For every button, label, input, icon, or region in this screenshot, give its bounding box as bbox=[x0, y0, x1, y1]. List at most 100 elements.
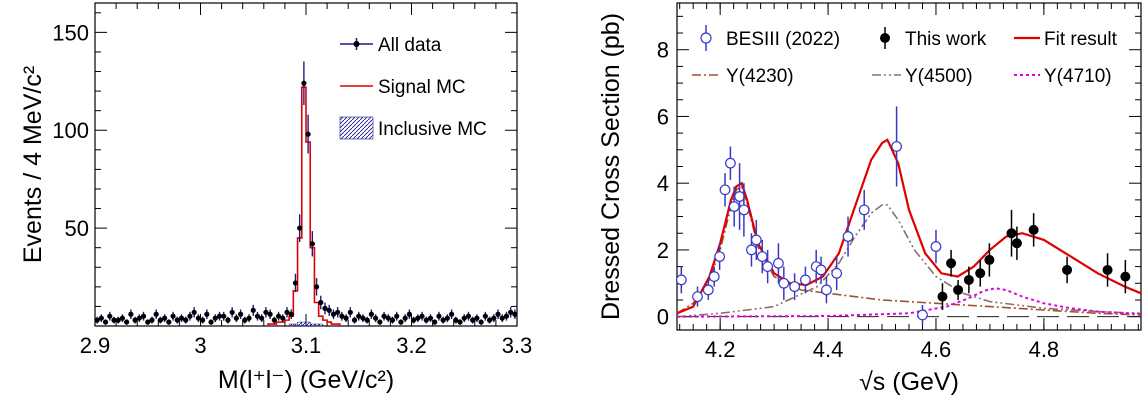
data-point bbox=[170, 313, 176, 319]
data-point bbox=[364, 317, 370, 323]
data-point bbox=[351, 317, 358, 323]
y-tick-label: 2 bbox=[657, 238, 669, 263]
this-work-point bbox=[1062, 264, 1073, 275]
data-point bbox=[204, 311, 210, 317]
data-point bbox=[512, 311, 518, 317]
data-point bbox=[330, 311, 337, 317]
besiii-point bbox=[858, 204, 870, 216]
signal-mc-histogram bbox=[267, 86, 341, 326]
besiii-point bbox=[746, 244, 757, 256]
data-point bbox=[216, 313, 223, 319]
legend-besiii-marker bbox=[700, 32, 712, 44]
data-point bbox=[200, 317, 206, 323]
data-point bbox=[246, 315, 252, 321]
x-tick-label: 4.6 bbox=[921, 337, 952, 362]
data-point bbox=[119, 315, 126, 321]
besiii-point bbox=[778, 277, 790, 289]
this-work-point bbox=[963, 274, 974, 285]
besiii-point bbox=[675, 274, 687, 286]
data-point bbox=[284, 309, 290, 315]
this-work-point bbox=[937, 291, 948, 302]
data-point bbox=[453, 317, 459, 323]
plot-frame bbox=[676, 2, 1142, 331]
legend-y4500-label: Y(4500) bbox=[905, 66, 973, 87]
this-work-point bbox=[953, 284, 964, 295]
data-point bbox=[491, 315, 497, 321]
data-point bbox=[343, 315, 349, 321]
legend-this-work-label: This work bbox=[905, 29, 987, 50]
besiii-point bbox=[789, 281, 801, 293]
besiii-point bbox=[821, 284, 832, 296]
data-point bbox=[394, 313, 400, 319]
inclusive-mc-bin bbox=[301, 321, 307, 327]
inclusive-mc-bin bbox=[305, 321, 311, 327]
x-tick-label: 3.3 bbox=[502, 333, 533, 358]
inclusive-mc-bin bbox=[297, 321, 303, 327]
data-point bbox=[326, 307, 332, 313]
data-point bbox=[322, 305, 328, 311]
data-point bbox=[140, 313, 147, 319]
y-tick-label: 0 bbox=[657, 305, 669, 330]
y-axis-label: Events / 4 MeV/c² bbox=[19, 66, 47, 263]
data-point bbox=[242, 317, 248, 323]
data-point bbox=[415, 315, 421, 321]
legend-signal-mc-label: Signal MC bbox=[378, 77, 466, 98]
legend-inclusive-mc-swatch bbox=[339, 116, 374, 140]
data-point bbox=[267, 311, 273, 317]
data-point bbox=[237, 311, 244, 317]
this-work-point bbox=[1006, 228, 1017, 239]
data-point bbox=[115, 317, 121, 323]
data-point bbox=[495, 311, 501, 317]
x-axis-label: M(l⁺l⁻) (GeV/c²) bbox=[218, 366, 394, 394]
data-point bbox=[482, 313, 488, 319]
data-point bbox=[124, 319, 130, 325]
besiii-point bbox=[714, 251, 726, 262]
data-point bbox=[318, 299, 324, 306]
this-work-point bbox=[984, 254, 995, 265]
legend-y4710-label: Y(4710) bbox=[1044, 66, 1112, 87]
data-point bbox=[335, 309, 341, 315]
data-point bbox=[162, 315, 168, 321]
this-work-point bbox=[1028, 224, 1039, 235]
legend-fit-result-label: Fit result bbox=[1044, 29, 1118, 50]
data-point bbox=[208, 319, 214, 325]
inclusive-mc-bin bbox=[318, 323, 324, 327]
y-tick-label: 6 bbox=[657, 104, 669, 129]
besiii-point bbox=[719, 184, 731, 196]
y-tick-label: 150 bbox=[52, 20, 89, 45]
y-tick-label: 8 bbox=[657, 38, 669, 63]
left-histogram-panel: 2.9 3 3.1 3.2 3.3 50 100 150 M(l⁺l⁻) (GeV/c²) Eve… bbox=[19, 2, 533, 394]
data-point bbox=[292, 280, 299, 286]
besiii-point bbox=[930, 241, 942, 252]
data-point bbox=[448, 311, 455, 317]
data-point bbox=[305, 131, 311, 137]
data-point bbox=[474, 315, 480, 321]
data-point bbox=[444, 315, 450, 321]
inclusive-mc-bin bbox=[309, 323, 315, 327]
data-point bbox=[301, 80, 307, 86]
data-point bbox=[191, 309, 197, 315]
besiii-point bbox=[738, 204, 750, 216]
besiii-point bbox=[692, 291, 703, 303]
data-point bbox=[385, 315, 391, 321]
data-point bbox=[373, 315, 379, 321]
legend-all-data-label: All data bbox=[378, 35, 442, 56]
x-axis-label: √s (GeV) bbox=[859, 368, 959, 396]
data-point bbox=[398, 319, 404, 325]
data-point bbox=[368, 311, 375, 317]
data-point bbox=[309, 241, 315, 247]
data-point bbox=[102, 319, 109, 325]
data-point bbox=[486, 317, 493, 323]
data-point bbox=[377, 319, 383, 325]
data-point bbox=[423, 317, 429, 323]
data-point bbox=[508, 309, 514, 315]
besiii-point bbox=[708, 271, 720, 283]
data-point bbox=[402, 315, 408, 321]
data-point bbox=[233, 315, 239, 321]
x-tick-label: 3 bbox=[194, 333, 206, 358]
data-point bbox=[229, 309, 235, 315]
data-point bbox=[195, 315, 201, 321]
data-point bbox=[153, 311, 159, 317]
this-work-point bbox=[1102, 264, 1113, 275]
